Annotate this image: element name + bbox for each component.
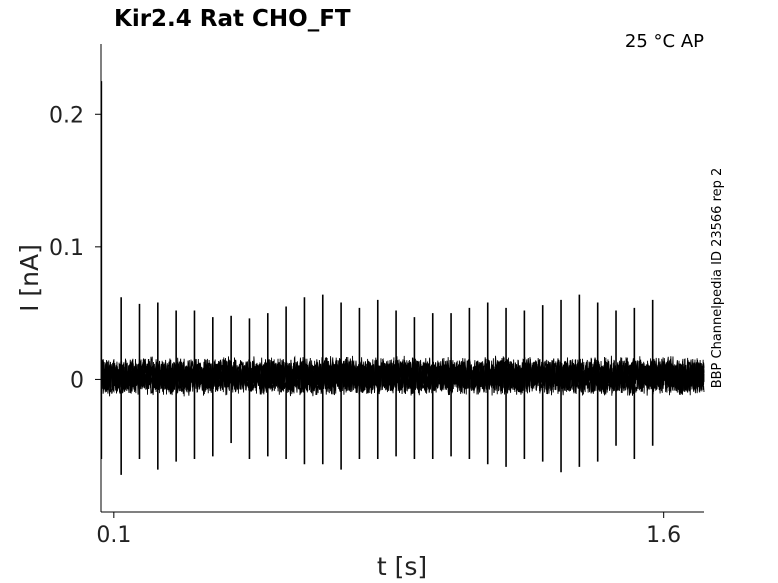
x-tick-label: 0.1	[96, 523, 131, 548]
chart-title: Kir2.4 Rat CHO_FT	[114, 6, 351, 32]
y-tick-label: 0.1	[49, 236, 84, 261]
y-tick-label: 0.2	[49, 103, 84, 128]
side-id-label: BBP Channelpedia ID 23566 rep 2	[710, 168, 725, 389]
y-ticks: 0 0.1 0.2	[49, 103, 101, 393]
noise-trace	[100, 355, 705, 396]
x-tick-label: 1.6	[646, 523, 681, 548]
y-axis-label: I [nA]	[15, 244, 44, 312]
condition-label: 25 °C AP	[625, 31, 704, 52]
x-axis-label: t [s]	[377, 552, 427, 581]
x-ticks: 0.1 1.6	[96, 512, 681, 548]
y-tick-label: 0	[70, 368, 84, 393]
plot-area: 0 0.1 0.2 0.1 1.6	[49, 44, 705, 548]
traces	[100, 81, 705, 475]
